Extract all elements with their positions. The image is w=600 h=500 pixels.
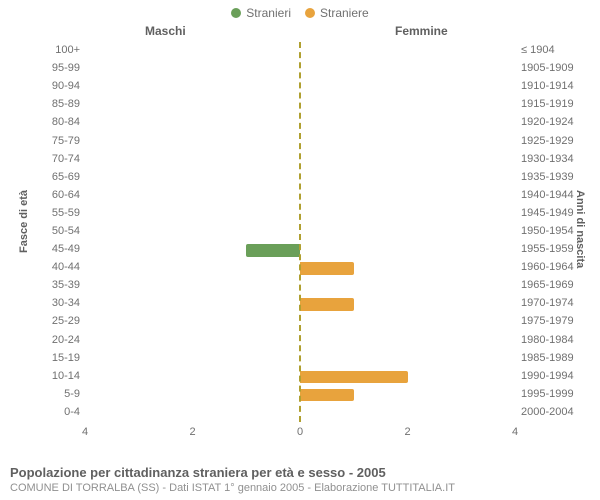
legend-label-female: Straniere: [320, 6, 369, 20]
male-swatch: [231, 8, 241, 18]
birth-label: 1930-1934: [521, 153, 581, 165]
x-tick: 4: [512, 426, 518, 438]
age-label: 65-69: [36, 171, 80, 183]
legend-item-male: Stranieri: [231, 6, 291, 20]
age-label: 15-19: [36, 352, 80, 364]
footer: Popolazione per cittadinanza straniera p…: [10, 465, 455, 494]
birth-label: 1945-1949: [521, 207, 581, 219]
bar-male: [246, 244, 300, 257]
x-tick: 4: [82, 426, 88, 438]
chart-subtitle: COMUNE DI TORRALBA (SS) - Dati ISTAT 1° …: [10, 482, 455, 494]
birth-label: 1935-1939: [521, 171, 581, 183]
birth-label: 1920-1924: [521, 116, 581, 128]
birth-label: 1980-1984: [521, 334, 581, 346]
age-label: 95-99: [36, 62, 80, 74]
legend: Stranieri Straniere: [0, 0, 600, 20]
age-label: 30-34: [36, 297, 80, 309]
legend-label-male: Stranieri: [246, 6, 291, 20]
birth-label: 1990-1994: [521, 370, 581, 382]
x-tick: 2: [189, 426, 195, 438]
birth-label: 1960-1964: [521, 261, 581, 273]
female-swatch: [305, 8, 315, 18]
bar-female: [300, 389, 354, 402]
age-label: 20-24: [36, 334, 80, 346]
x-tick: 0: [297, 426, 303, 438]
age-label: 80-84: [36, 116, 80, 128]
birth-label: 2000-2004: [521, 406, 581, 418]
age-label: 90-94: [36, 80, 80, 92]
bar-female: [300, 371, 408, 384]
bar-female: [300, 262, 354, 275]
age-label: 40-44: [36, 261, 80, 273]
column-header-right: Femmine: [395, 24, 448, 38]
age-label: 55-59: [36, 207, 80, 219]
birth-label: 1970-1974: [521, 297, 581, 309]
birth-label: 1915-1919: [521, 98, 581, 110]
birth-label: 1925-1929: [521, 135, 581, 147]
birth-label: 1905-1909: [521, 62, 581, 74]
bar-female: [300, 298, 354, 311]
age-label: 45-49: [36, 243, 80, 255]
age-label: 70-74: [36, 153, 80, 165]
birth-label: 1985-1989: [521, 352, 581, 364]
chart-title: Popolazione per cittadinanza straniera p…: [10, 465, 455, 480]
age-label: 0-4: [36, 406, 80, 418]
center-line: [299, 42, 301, 422]
age-label: 50-54: [36, 225, 80, 237]
age-label: 85-89: [36, 98, 80, 110]
birth-label: 1950-1954: [521, 225, 581, 237]
birth-label: 1995-1999: [521, 388, 581, 400]
age-label: 60-64: [36, 189, 80, 201]
x-tick: 2: [404, 426, 410, 438]
birth-label: 1955-1959: [521, 243, 581, 255]
y-axis-title-left: Fasce di età: [18, 190, 30, 253]
age-label: 5-9: [36, 388, 80, 400]
age-label: 75-79: [36, 135, 80, 147]
birth-label: 1975-1979: [521, 315, 581, 327]
birth-label: 1910-1914: [521, 80, 581, 92]
birth-label: 1940-1944: [521, 189, 581, 201]
legend-item-female: Straniere: [305, 6, 369, 20]
age-label: 10-14: [36, 370, 80, 382]
column-header-left: Maschi: [145, 24, 186, 38]
age-label: 35-39: [36, 279, 80, 291]
birth-label: ≤ 1904: [521, 44, 581, 56]
age-label: 25-29: [36, 315, 80, 327]
age-label: 100+: [36, 44, 80, 56]
chart-area: Maschi Femmine Fasce di età Anni di nasc…: [0, 20, 600, 438]
birth-label: 1965-1969: [521, 279, 581, 291]
